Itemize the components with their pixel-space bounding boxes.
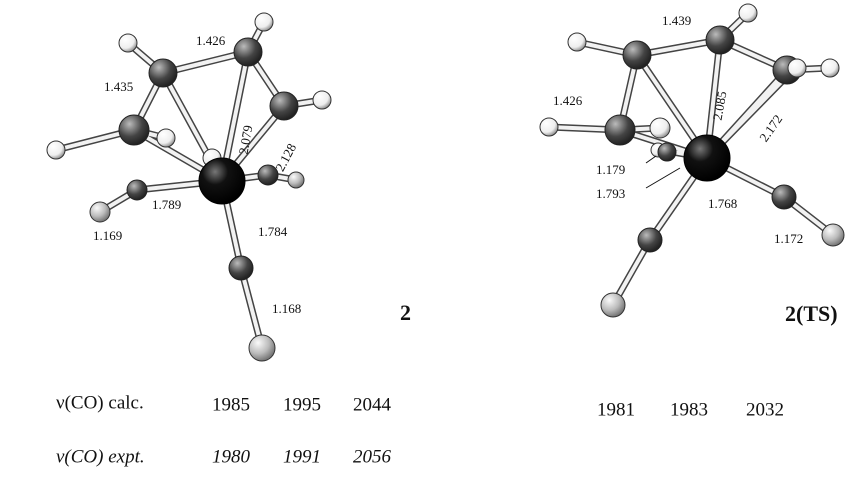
frequency-table: ν(CO) calc. 1985 1995 2044 1981 1983 203… [56, 392, 784, 467]
molecule-2: 1.426 1.435 2.079 2.128 1.789 1.169 1.78… [47, 13, 411, 361]
cell: 2032 [746, 399, 784, 420]
atoms [540, 4, 844, 317]
bond-length: 1.768 [708, 196, 737, 211]
row-label: ν(CO) expt. [56, 446, 145, 467]
structure-label: 2(TS) [785, 301, 838, 326]
cell: 1980 [212, 446, 251, 467]
bond-length: 1.793 [596, 186, 625, 201]
row-label: ν(CO) calc. [56, 392, 144, 413]
bond-length: 1.789 [152, 197, 181, 212]
cell: 1983 [670, 399, 708, 420]
cell: 1981 [597, 399, 635, 420]
figure: 1.426 1.435 2.079 2.128 1.789 1.169 1.78… [0, 0, 852, 491]
cell: 2044 [353, 394, 392, 415]
cell: 2056 [353, 446, 392, 467]
bond-length: 1.172 [774, 231, 803, 246]
molecule-2ts: 1.439 1.426 2.085 2.172 1.179 1.793 1.76… [540, 4, 844, 326]
bond-length: 1.179 [596, 162, 625, 177]
cell: 1991 [283, 446, 321, 467]
bond-length: 2.128 [272, 141, 299, 174]
bond-length: 2.172 [756, 112, 785, 145]
structure-label: 2 [400, 300, 411, 325]
bonds [56, 22, 322, 348]
bond-length: 1.168 [272, 301, 301, 316]
bond-length: 1.426 [196, 33, 226, 48]
cell: 1995 [283, 394, 321, 415]
bond-length: 2.079 [236, 124, 256, 155]
bond-length: 1.169 [93, 228, 122, 243]
bond-length: 1.439 [662, 13, 691, 28]
cell: 1985 [212, 394, 250, 415]
bond-length: 1.426 [553, 93, 583, 108]
bond-length: 1.435 [104, 79, 133, 94]
bond-length: 1.784 [258, 224, 288, 239]
